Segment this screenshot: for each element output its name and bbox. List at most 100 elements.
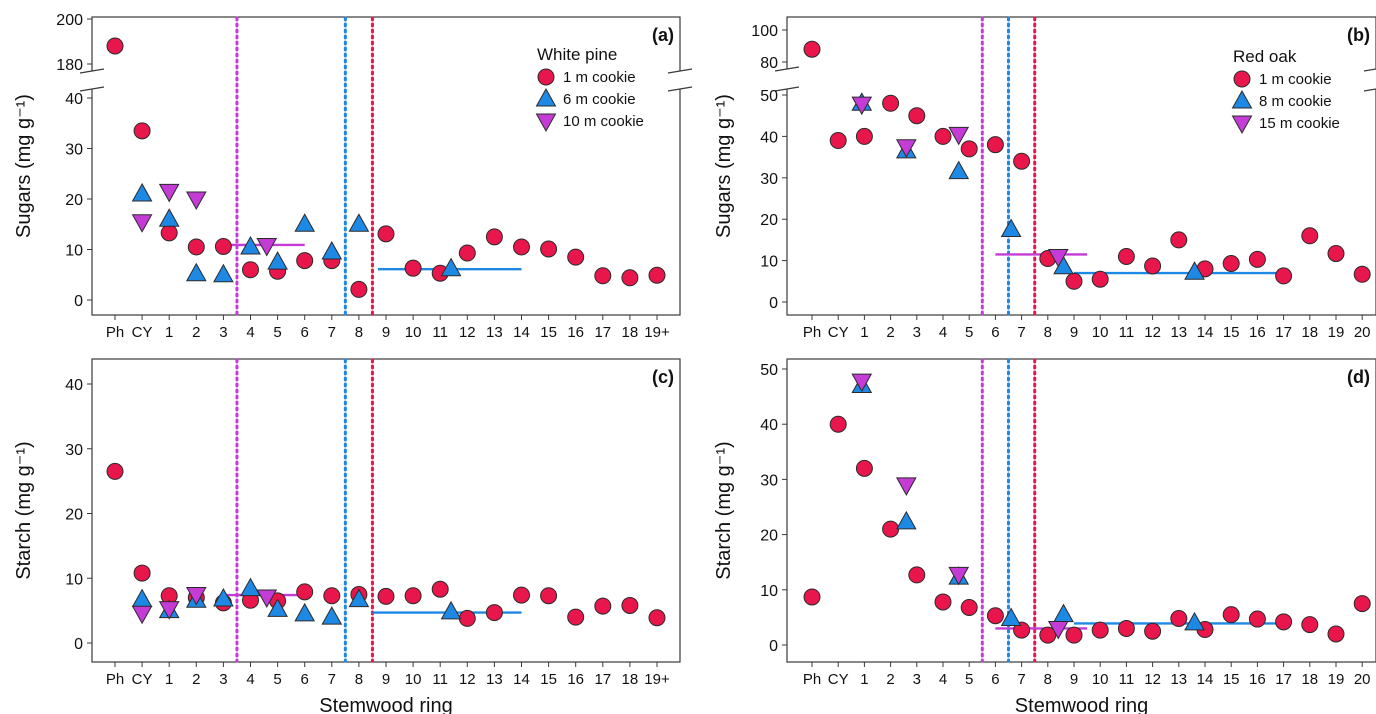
data-point [1144,622,1162,640]
x-tick-label: 12 [459,671,476,688]
data-point [321,606,343,625]
data-point [1091,621,1109,639]
panel-label: (c) [652,367,674,387]
panel-label: (a) [652,25,674,45]
data-point [934,593,952,611]
x-tick-label: 13 [1170,671,1187,688]
x-tick-label: 14 [1197,671,1214,688]
x-tick-label: 7 [1017,324,1025,341]
data-point [1301,616,1319,634]
data-point [404,259,422,277]
x-tick-label: 11 [432,671,448,688]
data-point [908,107,926,125]
x-tick-label: 7 [328,324,336,341]
data-point [1144,257,1162,275]
data-point [214,237,232,255]
data-point [1047,620,1069,640]
data-point [855,127,873,145]
x-tick-label: 19 [1328,671,1345,688]
x-tick-label: Ph [106,671,124,688]
y-tick-label: 30 [65,442,83,459]
data-point [803,588,821,606]
data-point [948,160,970,180]
data-point [648,609,666,627]
x-tick-label: 13 [486,324,503,341]
x-tick-label: 4 [246,671,254,688]
data-point [377,225,395,243]
data-point [1053,603,1074,623]
data-point [1117,619,1135,637]
data-point [131,605,153,625]
x-tick-label: 15 [540,324,557,341]
data-point [256,237,278,257]
x-tick-label: 8 [355,324,363,341]
x-tick-label: 2 [192,671,200,688]
data-point [594,597,612,615]
x-tick-label: 4 [939,671,947,688]
x-tick-label: 2 [886,324,894,341]
y-tick-label: 10 [760,254,778,271]
data-point [1000,218,1022,238]
data-point [1301,227,1319,245]
x-tick-label: 1 [860,324,868,341]
x-tick-label: 8 [1044,324,1052,341]
y-tick-label: 10 [65,571,83,588]
x-tick-label: 16 [567,324,584,341]
data-point [855,459,873,477]
x-tick-label: 6 [301,671,309,688]
x-tick-label: 9 [1070,324,1078,341]
data-point [621,269,639,287]
x-tick-label: 5 [965,324,973,341]
x-tick-label: 1 [165,324,173,341]
y-tick-label: 20 [760,212,778,229]
data-point [348,588,370,608]
y-tick-label: 80 [760,55,778,72]
y-tick-label: 30 [65,142,83,159]
data-point [185,191,207,211]
y-tick-label: 0 [74,293,83,310]
data-point [621,596,639,614]
data-point [131,214,153,233]
y-tick-label: 100 [751,23,778,40]
x-tick-label: 7 [1017,671,1025,688]
x-tick-label: CY [828,324,849,341]
data-point [934,127,952,145]
x-tick-label: 15 [540,671,557,688]
data-point [594,267,612,285]
data-point [1013,152,1031,170]
data-point [1065,626,1083,644]
data-point [348,213,370,232]
x-tick-label: 18 [1301,671,1318,688]
x-tick-label: 20 [1354,671,1371,688]
data-point [213,263,234,283]
y-axis-label: Sugars (mg g⁻¹) [13,94,35,238]
data-point [256,589,278,609]
plot-frame [91,358,681,663]
y-tick-label: 0 [769,295,778,312]
break-mark [1363,88,1376,92]
y-axis-label: Sugars (mg g⁻¹) [713,94,735,238]
axis-break [785,69,1376,89]
x-tick-label: 19+ [644,324,670,341]
x-tick-label: 17 [594,671,611,688]
y-tick-label: 200 [56,12,83,29]
data-point [240,235,261,255]
x-tick-label: 8 [355,671,363,688]
x-tick-label: 3 [913,671,921,688]
x-tick-label: 10 [405,671,422,688]
data-point [537,68,555,86]
y-tick-label: 40 [760,417,778,434]
data-point [185,586,207,606]
data-point [1233,70,1251,88]
data-point [851,96,873,116]
x-tick-label: 2 [886,671,894,688]
x-tick-label: 15 [1223,671,1240,688]
data-point [895,477,917,496]
data-point [960,140,978,158]
x-tick-label: Ph [803,324,821,341]
y-tick-label: 40 [65,91,83,108]
data-point [535,87,557,107]
